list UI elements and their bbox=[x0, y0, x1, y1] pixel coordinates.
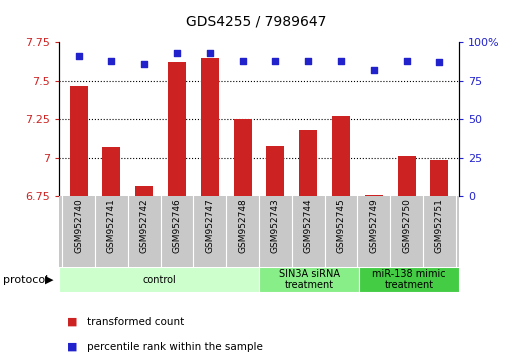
Point bbox=[403, 58, 411, 64]
Point bbox=[370, 67, 378, 73]
Text: GSM952751: GSM952751 bbox=[435, 199, 444, 253]
Bar bbox=[365, 195, 383, 196]
Text: GDS4255 / 7989647: GDS4255 / 7989647 bbox=[186, 14, 327, 28]
Bar bbox=[332, 116, 350, 196]
Text: GSM952741: GSM952741 bbox=[107, 199, 116, 253]
Text: GSM952748: GSM952748 bbox=[238, 199, 247, 253]
Bar bbox=[168, 63, 186, 196]
Text: transformed count: transformed count bbox=[87, 317, 185, 327]
Text: protocol: protocol bbox=[3, 275, 48, 285]
Bar bbox=[59, 267, 259, 292]
Bar bbox=[233, 120, 252, 196]
Point bbox=[107, 58, 115, 64]
Text: GSM952749: GSM952749 bbox=[369, 199, 379, 253]
Point bbox=[140, 61, 148, 67]
Text: ■: ■ bbox=[67, 317, 77, 327]
Bar bbox=[103, 147, 121, 196]
Text: percentile rank within the sample: percentile rank within the sample bbox=[87, 342, 263, 352]
Point bbox=[436, 60, 444, 65]
Bar bbox=[201, 58, 219, 196]
Text: ■: ■ bbox=[67, 342, 77, 352]
Bar bbox=[259, 267, 359, 292]
Point bbox=[337, 58, 345, 64]
Text: SIN3A siRNA
treatment: SIN3A siRNA treatment bbox=[279, 269, 340, 291]
Text: GSM952745: GSM952745 bbox=[337, 199, 346, 253]
Bar bbox=[70, 86, 88, 196]
Text: ▶: ▶ bbox=[45, 275, 54, 285]
Bar bbox=[299, 130, 317, 196]
Bar bbox=[398, 156, 416, 196]
Bar bbox=[266, 145, 285, 196]
Point bbox=[239, 58, 247, 64]
Point bbox=[206, 50, 214, 56]
Point bbox=[271, 58, 280, 64]
Point bbox=[173, 50, 181, 56]
Text: GSM952743: GSM952743 bbox=[271, 199, 280, 253]
Text: miR-138 mimic
treatment: miR-138 mimic treatment bbox=[372, 269, 446, 291]
Text: GSM952744: GSM952744 bbox=[304, 199, 313, 253]
Text: GSM952747: GSM952747 bbox=[205, 199, 214, 253]
Point bbox=[304, 58, 312, 64]
Text: GSM952740: GSM952740 bbox=[74, 199, 83, 253]
Bar bbox=[359, 267, 459, 292]
Bar bbox=[135, 186, 153, 196]
Bar bbox=[430, 160, 448, 196]
Text: control: control bbox=[142, 275, 176, 285]
Point bbox=[74, 53, 83, 59]
Text: GSM952750: GSM952750 bbox=[402, 199, 411, 253]
Text: GSM952746: GSM952746 bbox=[172, 199, 182, 253]
Text: GSM952742: GSM952742 bbox=[140, 199, 149, 253]
